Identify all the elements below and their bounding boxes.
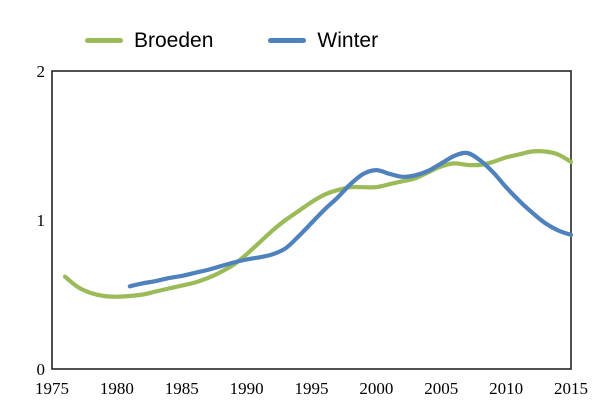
winter-series-line (127, 150, 574, 289)
x-tick-label: 2005 (424, 379, 458, 398)
y-tick-label: 2 (37, 62, 46, 81)
x-tick-label: 1995 (295, 379, 329, 398)
legend-item-winter: Winter (268, 30, 378, 51)
x-tick-label: 1985 (165, 379, 199, 398)
broeden-line-swatch (85, 38, 123, 43)
x-tick-label: 2015 (554, 379, 588, 398)
chart-legend: Broeden Winter (85, 30, 378, 51)
y-tick-label: 1 (37, 211, 46, 230)
plot-border (51, 70, 572, 370)
x-tick-label: 2000 (359, 379, 393, 398)
winter-line-swatch (268, 38, 307, 43)
y-tick-label: 0 (37, 360, 46, 379)
x-tick-label: 1990 (230, 379, 264, 398)
x-tick-label: 1975 (35, 379, 69, 398)
x-tick-label: 2010 (489, 379, 523, 398)
legend-item-broeden: Broeden (85, 30, 213, 51)
legend-label-broeden: Broeden (134, 29, 214, 52)
x-tick-label: 1980 (100, 379, 134, 398)
legend-label-winter: Winter (317, 29, 379, 52)
